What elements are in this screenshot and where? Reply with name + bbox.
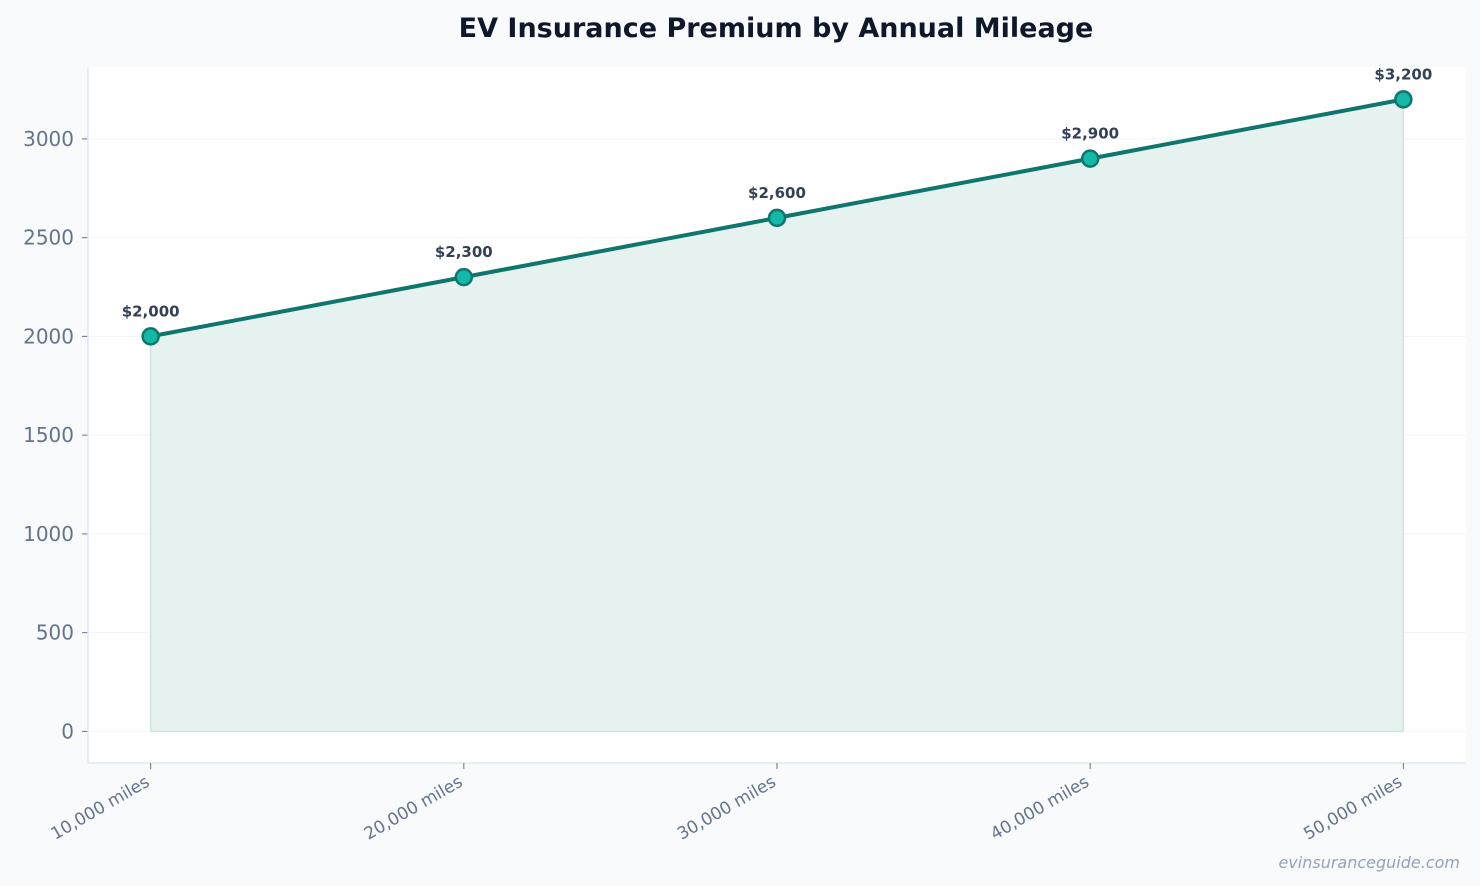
- y-tick-label: 0: [61, 719, 74, 743]
- data-point: [454, 267, 474, 287]
- y-tick-label: 500: [36, 621, 74, 645]
- data-point: [1394, 90, 1413, 109]
- data-label: $2,300: [435, 243, 493, 261]
- x-tick-label: 20,000 miles: [361, 772, 467, 844]
- y-tick-label: 3000: [23, 127, 74, 151]
- data-point: [1080, 149, 1100, 168]
- data-point: [141, 327, 160, 346]
- data-label: $2,000: [122, 302, 180, 320]
- x-tick-label: 10,000 miles: [48, 772, 154, 844]
- marks: $2,000 $2,300 $2,600 $2,900 $3,200: [122, 65, 1432, 346]
- x-tick-label: 40,000 miles: [987, 772, 1093, 844]
- chart-title: EV Insurance Premium by Annual Mileage: [459, 13, 1094, 44]
- y-tick-label: 1000: [23, 522, 74, 546]
- data-label: $2,600: [748, 184, 806, 202]
- x-tick-label: 30,000 miles: [674, 772, 780, 844]
- x-tick-label: 50,000 miles: [1300, 772, 1406, 844]
- y-tick-label: 2000: [23, 324, 74, 348]
- data-label: $3,200: [1374, 65, 1432, 83]
- data-point: [767, 208, 787, 228]
- watermark: evinsuranceguide.com: [1278, 853, 1460, 872]
- y-tick-label: 2500: [23, 226, 74, 250]
- y-tick-label: 1500: [23, 423, 74, 447]
- data-label: $2,900: [1061, 125, 1119, 143]
